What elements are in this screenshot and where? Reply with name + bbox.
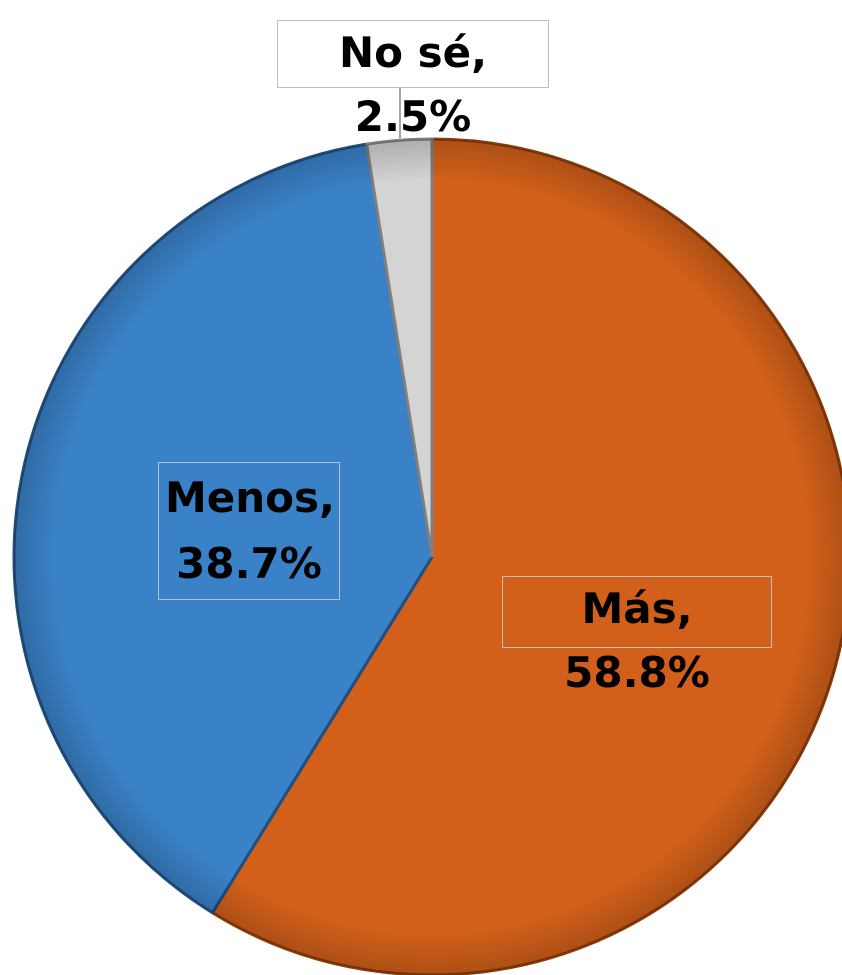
data-label: Menos, 38.7%	[158, 462, 340, 600]
slices	[12, 137, 842, 975]
data-label: No sé, 2.5%	[277, 20, 549, 141]
data-label: Más, 58.8%	[502, 576, 772, 697]
